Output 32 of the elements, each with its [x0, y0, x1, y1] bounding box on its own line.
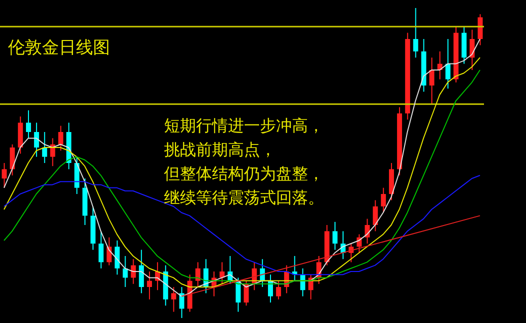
annotation: 但整体结构仍为盘整， [164, 163, 324, 185]
annotation: 继续等待震荡式回落。 [164, 187, 324, 209]
candlestick [171, 286, 176, 312]
candlestick [470, 29, 475, 70]
annotation: 短期行情进一步冲高， [164, 115, 324, 137]
candlestick [98, 230, 104, 269]
candlestick [138, 249, 144, 294]
candlestick [195, 262, 200, 288]
candlestick [34, 122, 40, 158]
candlestick [10, 144, 15, 176]
candlestick [364, 218, 370, 244]
candlestick [380, 187, 386, 214]
candlestick [429, 57, 434, 105]
candlestick [106, 236, 112, 266]
candlestick [244, 280, 249, 306]
candlestick [2, 162, 7, 188]
candlestick [372, 200, 378, 232]
candlestick [413, 8, 418, 58]
candlestick [122, 256, 128, 288]
candlestick [179, 286, 184, 318]
candlestick [146, 271, 152, 300]
candlestick [445, 38, 450, 90]
candlestick [114, 240, 120, 276]
annotation: 挑战前期高点， [164, 139, 277, 161]
candlestick [276, 280, 282, 300]
text: 伦敦金日线图 [8, 37, 110, 59]
candlestick [478, 14, 483, 46]
candlestick [300, 268, 306, 297]
candlestick [58, 125, 64, 152]
candlestick [42, 132, 48, 164]
candlestick [332, 221, 338, 250]
candlestick [26, 110, 31, 139]
